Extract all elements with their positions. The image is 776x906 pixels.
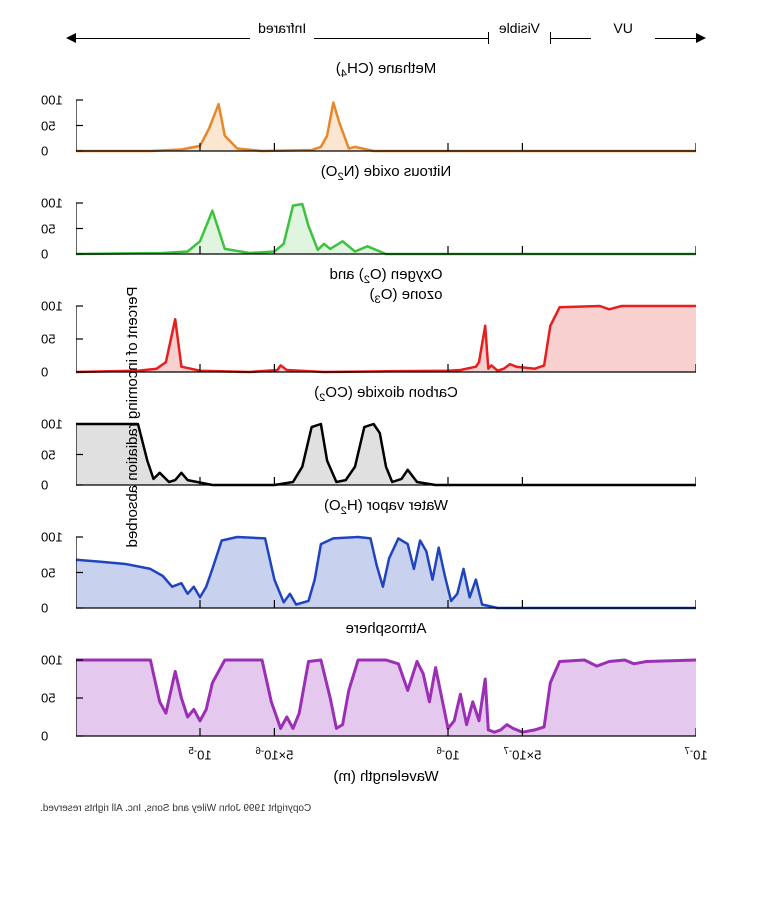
xaxis: Wavelength (m) 10-75×10-710-65×10-610-5 — [76, 738, 696, 788]
ytick-label: 50 — [41, 565, 55, 580]
xtick-label: 5×10-6 — [255, 746, 293, 762]
spectrum-panel: Atmosphere050100 — [76, 618, 696, 738]
ytick-label: 50 — [41, 691, 55, 706]
copyright-text: Copyright 1999 John Wiley and Sons, Inc.… — [40, 803, 756, 814]
ytick-label: 100 — [41, 417, 63, 432]
ytick-label: 50 — [41, 221, 55, 236]
spectrum-panel: Water vapor (H2O)050100 — [76, 495, 696, 610]
panel-title: Water vapor (H2O) — [324, 497, 448, 517]
xtick-label: 10-5 — [188, 746, 211, 762]
wavelength-region-bar: UV Visible Infrared — [76, 20, 696, 50]
ytick-label: 0 — [41, 601, 48, 616]
ytick-label: 50 — [41, 118, 55, 133]
ytick-label: 100 — [41, 299, 63, 314]
region-label: Infrared — [252, 20, 312, 36]
yaxis-title: Percent of incoming radiation absorbed — [124, 287, 141, 548]
spectrum-panel: Methane (CH4)050100 — [76, 58, 696, 153]
ytick-label: 0 — [41, 247, 48, 262]
panel-title: Methane (CH4) — [336, 60, 436, 80]
ytick-label: 100 — [41, 93, 63, 108]
ytick-label: 50 — [41, 447, 55, 462]
ytick-label: 100 — [41, 653, 63, 668]
absorption-chart: UVVisibleInfrared Methane (CH4)050100Nit… — [20, 20, 756, 814]
ytick-label: 0 — [41, 478, 48, 493]
ytick-label: 100 — [41, 196, 63, 211]
spectrum-panel: Nitrous oxide (N2O)050100 — [76, 161, 696, 256]
ytick-label: 50 — [41, 332, 55, 347]
xtick-label: 10-7 — [684, 746, 707, 762]
spectrum-panel: Oxygen (O2) andozone (O3)050100 — [76, 264, 696, 374]
xtick-label: 10-6 — [436, 746, 459, 762]
ytick-label: 0 — [41, 729, 48, 744]
spectrum-panel: Carbon dioxide (CO2)050100 — [76, 382, 696, 487]
xtick-label: 5×10-7 — [503, 746, 541, 762]
region-label: UV — [593, 20, 653, 36]
ytick-label: 0 — [41, 144, 48, 159]
panel-title: Atmosphere — [346, 620, 427, 637]
ytick-label: 0 — [41, 365, 48, 380]
panel-title: Oxygen (O2) andozone (O3) — [330, 266, 443, 306]
panel-title: Nitrous oxide (N2O) — [321, 163, 451, 183]
panel-title: Carbon dioxide (CO2) — [314, 384, 458, 404]
region-label: Visible — [489, 20, 549, 36]
ytick-label: 100 — [41, 530, 63, 545]
xaxis-title: Wavelength (m) — [333, 768, 438, 785]
